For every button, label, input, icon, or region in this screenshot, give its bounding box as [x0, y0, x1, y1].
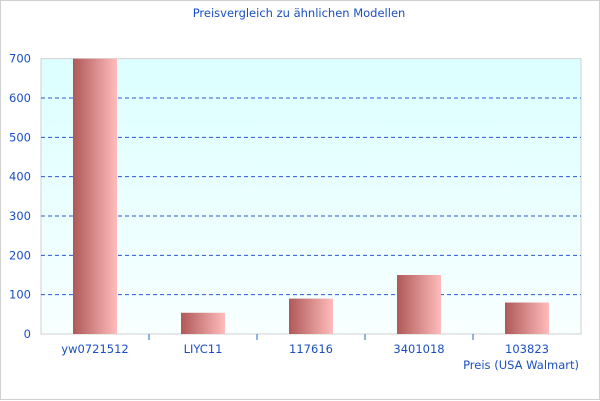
x-tick-label: 117616	[289, 342, 333, 356]
y-tick-label: 700	[9, 52, 31, 66]
bar-3401018	[397, 275, 441, 334]
legend-label: Preis (USA Walmart)	[463, 358, 579, 372]
y-tick-label: 100	[9, 288, 31, 302]
bar-LIYC11	[181, 312, 225, 334]
y-tick-label: 0	[24, 327, 31, 341]
chart-title: Preisvergleich zu ähnlichen Modellen	[193, 6, 406, 20]
y-tick-label: 500	[9, 130, 31, 144]
bar-yw0721512	[73, 58, 117, 334]
bar-103823	[505, 302, 549, 334]
plot-area	[40, 58, 582, 335]
x-tick-label: 3401018	[393, 342, 444, 356]
y-tick-label: 200	[9, 248, 31, 262]
x-tick-label: 103823	[505, 342, 549, 356]
y-tick-label: 600	[9, 91, 31, 105]
bar-117616	[289, 298, 333, 334]
x-tick-label: LIYC11	[184, 342, 223, 356]
y-tick-label: 400	[9, 170, 31, 184]
x-tick-label: yw0721512	[61, 342, 128, 356]
y-tick-label: 300	[9, 209, 31, 223]
